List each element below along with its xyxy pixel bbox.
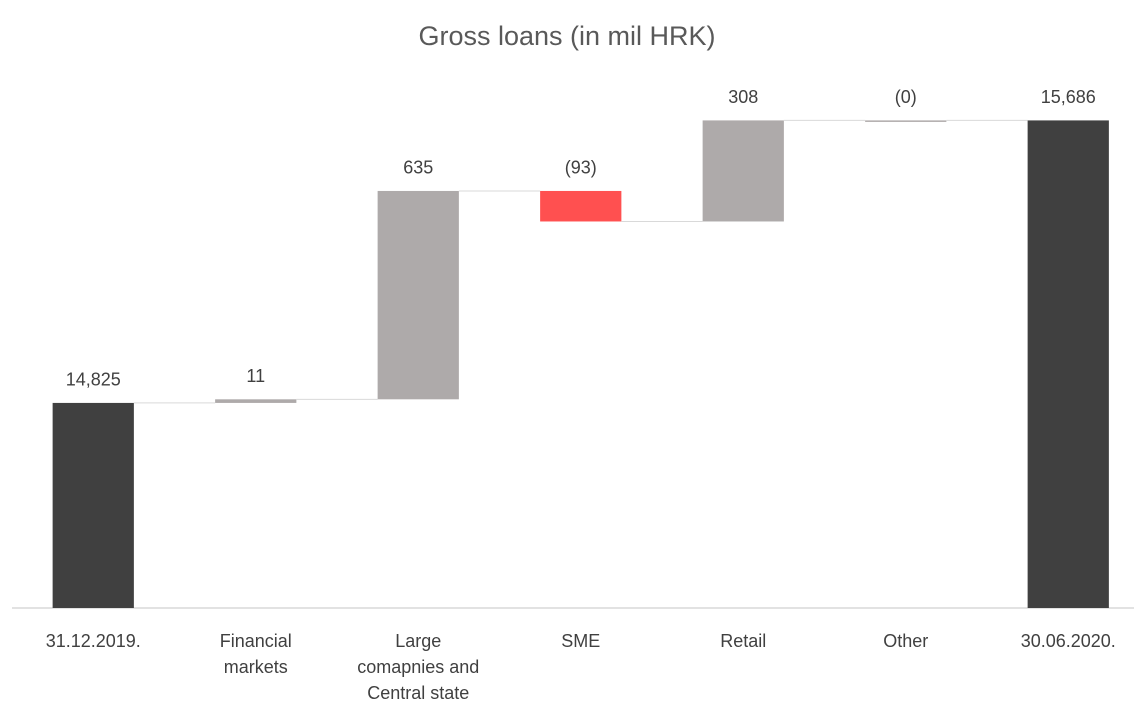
value-label: (0)	[895, 87, 917, 107]
x-tick-label: SME	[561, 631, 601, 651]
bar	[377, 190, 459, 400]
x-tick-label: Large comapnies and Central state	[357, 631, 480, 703]
bar	[540, 190, 622, 222]
bar	[702, 120, 784, 222]
bar	[52, 402, 134, 608]
value-label: 15,686	[1041, 87, 1096, 107]
value-label: (93)	[565, 158, 597, 178]
bar	[865, 120, 947, 122]
x-tick-label: 31.12.2019.	[45, 631, 141, 651]
value-label: 14,825	[66, 370, 121, 390]
x-tick-label: 30.06.2020.	[1020, 631, 1116, 651]
value-label: 308	[728, 87, 758, 107]
value-label: 635	[403, 158, 433, 178]
chart-title: Gross loans (in mil HRK)	[418, 21, 715, 51]
bar	[215, 399, 297, 403]
x-tick-label: Other	[883, 631, 929, 651]
x-tick-label: Retail	[720, 631, 767, 651]
bar	[1027, 120, 1109, 608]
value-label: 11	[246, 366, 265, 386]
x-tick-label: Financial markets	[219, 631, 292, 677]
